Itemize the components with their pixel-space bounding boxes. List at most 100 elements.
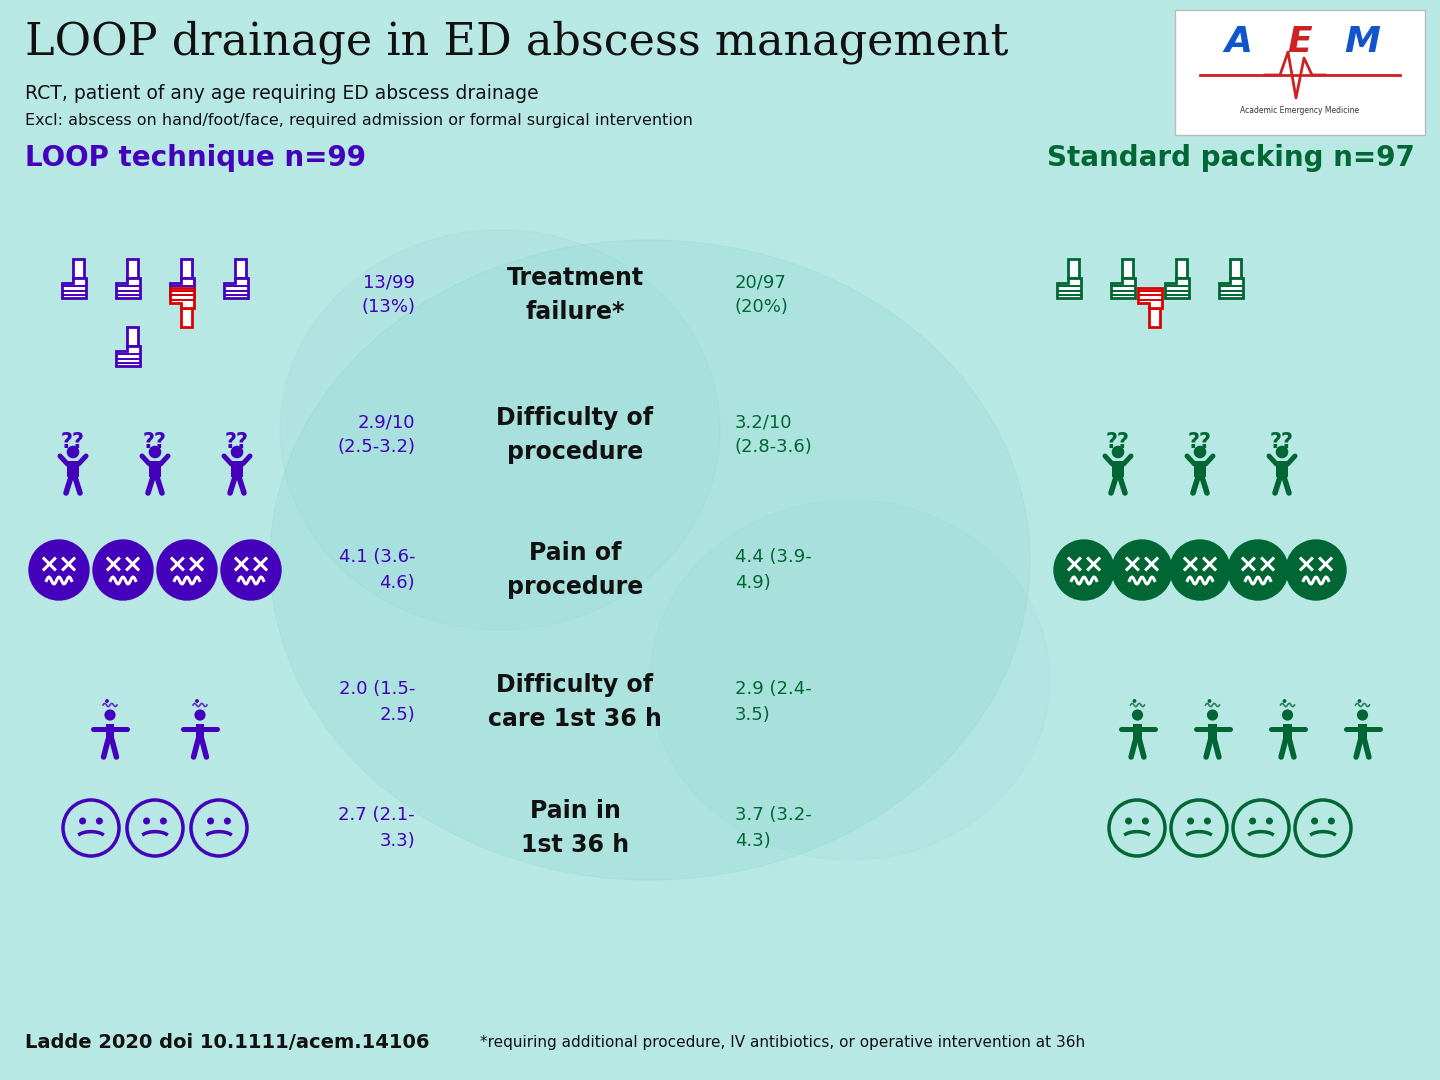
Polygon shape [127,259,138,278]
Text: LOOP drainage in ED abscess management: LOOP drainage in ED abscess management [24,21,1008,64]
Polygon shape [1057,278,1081,298]
Polygon shape [115,278,140,298]
Circle shape [150,446,161,458]
Circle shape [105,710,115,720]
Polygon shape [196,724,204,740]
Ellipse shape [279,230,720,630]
Text: ??: ?? [1188,432,1212,453]
Circle shape [1312,819,1318,824]
Polygon shape [115,346,140,366]
Circle shape [207,819,213,824]
Polygon shape [1358,724,1367,740]
Circle shape [1228,540,1287,600]
Circle shape [1329,819,1335,824]
Text: 3.2/10
(2.8-3.6): 3.2/10 (2.8-3.6) [734,414,812,457]
Circle shape [1283,700,1286,702]
Ellipse shape [649,500,1050,860]
Text: Pain of
procedure: Pain of procedure [507,541,644,598]
Text: LOOP technique n=99: LOOP technique n=99 [24,144,366,172]
Text: ??: ?? [1106,432,1130,453]
Circle shape [105,700,108,702]
Polygon shape [1149,308,1161,327]
Polygon shape [1230,259,1241,278]
Polygon shape [232,461,242,477]
Text: 20/97
(20%): 20/97 (20%) [734,273,789,316]
Text: Pain in
1st 36 h: Pain in 1st 36 h [521,799,629,856]
Text: ??: ?? [1270,432,1295,453]
Polygon shape [1110,278,1135,298]
Circle shape [194,710,206,720]
Polygon shape [1283,724,1292,740]
Circle shape [220,540,281,600]
Circle shape [96,819,102,824]
Circle shape [1205,819,1210,824]
Polygon shape [1194,461,1205,477]
Circle shape [1207,710,1218,720]
Circle shape [144,819,150,824]
Circle shape [1282,710,1293,720]
Text: Difficulty of
procedure: Difficulty of procedure [497,406,654,463]
Text: 2.7 (2.1-
3.3): 2.7 (2.1- 3.3) [338,807,415,850]
Polygon shape [223,278,248,298]
Circle shape [79,819,85,824]
Polygon shape [1068,259,1079,278]
Circle shape [1286,540,1346,600]
Circle shape [196,700,199,702]
Polygon shape [1276,461,1287,477]
Ellipse shape [271,240,1030,880]
Text: Ladde 2020 doi 10.1111/acem.14106: Ladde 2020 doi 10.1111/acem.14106 [24,1032,429,1052]
Circle shape [1358,700,1361,702]
Polygon shape [181,308,192,327]
Circle shape [1356,710,1368,720]
Polygon shape [1208,724,1217,740]
Circle shape [1133,700,1136,702]
Circle shape [68,446,79,458]
Circle shape [1250,819,1256,824]
Circle shape [1132,710,1143,720]
Text: Difficulty of
care 1st 36 h: Difficulty of care 1st 36 h [488,673,662,731]
Circle shape [161,819,166,824]
Circle shape [29,540,89,600]
Text: Standard packing n=97: Standard packing n=97 [1047,144,1416,172]
Text: 2.9/10
(2.5-3.2): 2.9/10 (2.5-3.2) [337,414,415,457]
Circle shape [232,446,242,458]
Text: ??: ?? [143,432,167,453]
Polygon shape [73,259,84,278]
Polygon shape [150,461,161,477]
Text: 2.9 (2.4-
3.5): 2.9 (2.4- 3.5) [734,680,812,724]
Circle shape [157,540,217,600]
Text: A: A [1224,25,1251,59]
Circle shape [1276,446,1287,458]
FancyBboxPatch shape [1175,10,1426,135]
Text: 4.1 (3.6-
4.6): 4.1 (3.6- 4.6) [338,549,415,592]
Text: Excl: abscess on hand/foot/face, required admission or formal surgical intervent: Excl: abscess on hand/foot/face, require… [24,112,693,127]
Polygon shape [1133,724,1142,740]
Circle shape [94,540,153,600]
Polygon shape [1165,278,1189,298]
Circle shape [1169,540,1230,600]
Polygon shape [62,278,86,298]
Text: Academic Emergency Medicine: Academic Emergency Medicine [1240,106,1359,114]
Text: 13/99
(13%): 13/99 (13%) [361,273,415,316]
Text: RCT, patient of any age requiring ED abscess drainage: RCT, patient of any age requiring ED abs… [24,83,539,103]
Text: M: M [1344,25,1380,59]
Circle shape [1188,819,1194,824]
Polygon shape [170,287,194,308]
Text: ??: ?? [60,432,85,453]
Circle shape [1267,819,1272,824]
Text: *requiring additional procedure, IV antibiotics, or operative intervention at 36: *requiring additional procedure, IV anti… [480,1035,1086,1050]
Polygon shape [1122,259,1133,278]
Polygon shape [105,724,114,740]
Circle shape [1112,540,1172,600]
Polygon shape [1176,259,1187,278]
Polygon shape [68,461,79,477]
Text: 3.7 (3.2-
4.3): 3.7 (3.2- 4.3) [734,807,812,850]
Polygon shape [235,259,246,278]
Polygon shape [170,278,194,298]
Text: E: E [1287,25,1312,59]
Circle shape [1126,819,1132,824]
Polygon shape [1218,278,1243,298]
Polygon shape [127,327,138,346]
Text: 2.0 (1.5-
2.5): 2.0 (1.5- 2.5) [338,680,415,724]
Text: 4.4 (3.9-
4.9): 4.4 (3.9- 4.9) [734,549,812,592]
